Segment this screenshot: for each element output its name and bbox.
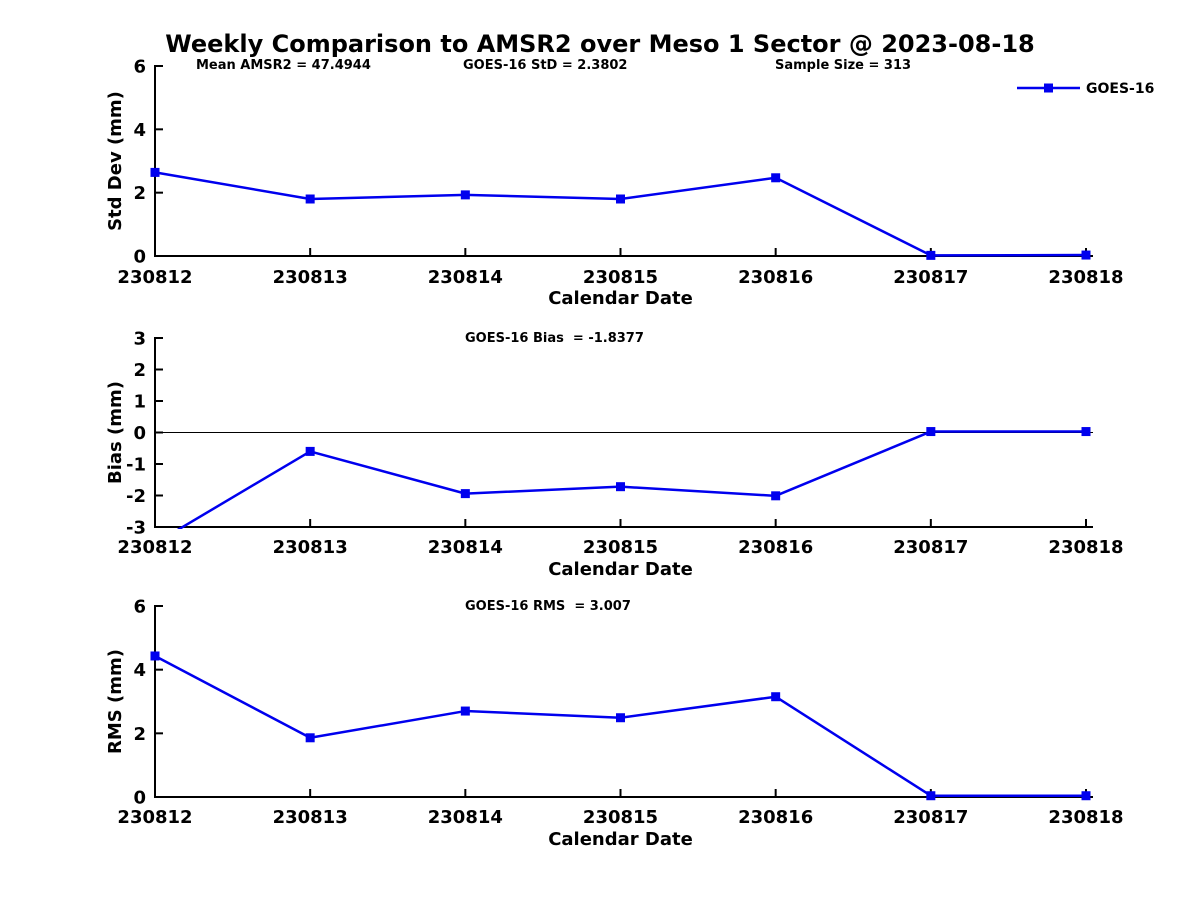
- data-point-marker: [771, 692, 781, 702]
- y-axis-label: RMS (mm): [105, 649, 126, 754]
- y-tick-label: 4: [133, 660, 146, 681]
- data-point-marker: [305, 446, 315, 456]
- x-tick-label: 230812: [117, 537, 192, 558]
- y-tick-label: 6: [133, 597, 146, 618]
- x-tick-label: 230815: [583, 807, 658, 828]
- x-tick-label: 230813: [273, 537, 348, 558]
- x-tick-label: 230815: [583, 267, 658, 288]
- x-tick-label: 230814: [428, 267, 503, 288]
- x-axis-label: Calendar Date: [548, 288, 693, 309]
- y-tick-label: 2: [133, 724, 146, 745]
- data-point-marker: [616, 482, 625, 492]
- data-point-marker: [305, 733, 315, 743]
- x-tick-label: 230817: [893, 807, 968, 828]
- x-tick-label: 230817: [893, 537, 968, 558]
- x-tick-label: 230814: [428, 537, 503, 558]
- x-tick-label: 230813: [273, 267, 348, 288]
- x-tick-label: 230818: [1048, 807, 1123, 828]
- data-point-marker: [1081, 250, 1091, 260]
- y-tick-label: -2: [126, 486, 146, 507]
- y-tick-label: 4: [133, 120, 146, 141]
- x-tick-label: 230816: [738, 267, 813, 288]
- series-line-GOES-16: [154, 654, 1086, 797]
- y-tick-label: 2: [133, 360, 146, 381]
- stat-annotation: GOES-16 StD = 2.3802: [463, 58, 627, 73]
- stat-annotation: GOES-16 RMS = 3.007: [465, 599, 631, 614]
- data-point-marker: [926, 791, 936, 801]
- series-line-group: [154, 654, 1086, 797]
- y-axis-label: Std Dev (mm): [105, 91, 126, 231]
- chart-panel-bias: -3 -2 -1 0 1 2 3 230812 230813 230814 230815 230816…: [105, 329, 1124, 581]
- y-tick-label: -1: [126, 455, 146, 476]
- y-tick-label: -3: [126, 518, 146, 539]
- y-tick-label: 0: [133, 423, 146, 444]
- data-point-marker: [150, 167, 160, 177]
- stat-annotation: Sample Size = 313: [775, 58, 911, 73]
- y-tick-label: 0: [133, 788, 146, 809]
- x-tick-label: 230818: [1048, 537, 1123, 558]
- axis-lines: [154, 605, 1093, 798]
- chart-title: Weekly Comparison to AMSR2 over Meso 1 S…: [165, 30, 1035, 58]
- legend-label: GOES-16: [1086, 81, 1154, 97]
- data-point-marker: [1081, 427, 1091, 437]
- y-tick-label: 1: [133, 392, 146, 413]
- data-point-marker: [460, 489, 470, 499]
- series-line-group: [154, 171, 1087, 257]
- chart-panel-rms: 0 2 4 6 230812 230813 230814 230815 230816 230817…: [105, 597, 1124, 851]
- legend-marker: [1044, 83, 1053, 93]
- x-axis-label: Calendar Date: [548, 829, 693, 850]
- x-tick-label: 230818: [1048, 267, 1123, 288]
- series-line-GOES-16: [154, 171, 1087, 257]
- y-tick-label: 0: [133, 247, 146, 268]
- x-tick-label: 230813: [273, 807, 348, 828]
- axis-lines: [154, 65, 1093, 257]
- data-point-marker: [460, 706, 470, 716]
- y-tick-label: 6: [133, 57, 146, 78]
- x-tick-label: 230814: [428, 807, 503, 828]
- x-tick-label: 230812: [117, 807, 192, 828]
- stat-annotation: GOES-16 Bias = -1.8377: [465, 331, 644, 346]
- data-point-marker: [771, 173, 781, 183]
- legend: GOES-16: [1017, 81, 1154, 97]
- data-point-marker: [150, 651, 160, 661]
- x-tick-label: 230816: [738, 807, 813, 828]
- stat-annotation: Mean AMSR2 = 47.4944: [196, 58, 371, 73]
- x-tick-label: 230816: [738, 537, 813, 558]
- data-point-marker: [460, 190, 470, 200]
- y-tick-label: 2: [133, 183, 146, 204]
- data-point-marker: [926, 427, 936, 437]
- chart-panel-std-dev: 0 2 4 6 230812 230813 230814 230815 230816 230817…: [105, 57, 1154, 310]
- data-point-marker: [771, 491, 781, 501]
- y-tick-label: 3: [133, 329, 146, 350]
- data-point-marker: [1081, 791, 1091, 801]
- x-axis-label: Calendar Date: [548, 559, 693, 580]
- y-axis-label: Bias (mm): [105, 381, 126, 484]
- data-point-marker: [616, 194, 625, 204]
- x-tick-label: 230817: [893, 267, 968, 288]
- x-tick-label: 230815: [583, 537, 658, 558]
- data-point-marker: [926, 250, 936, 260]
- data-point-marker: [616, 713, 625, 723]
- data-point-marker: [305, 194, 315, 204]
- x-tick-label: 230812: [117, 267, 192, 288]
